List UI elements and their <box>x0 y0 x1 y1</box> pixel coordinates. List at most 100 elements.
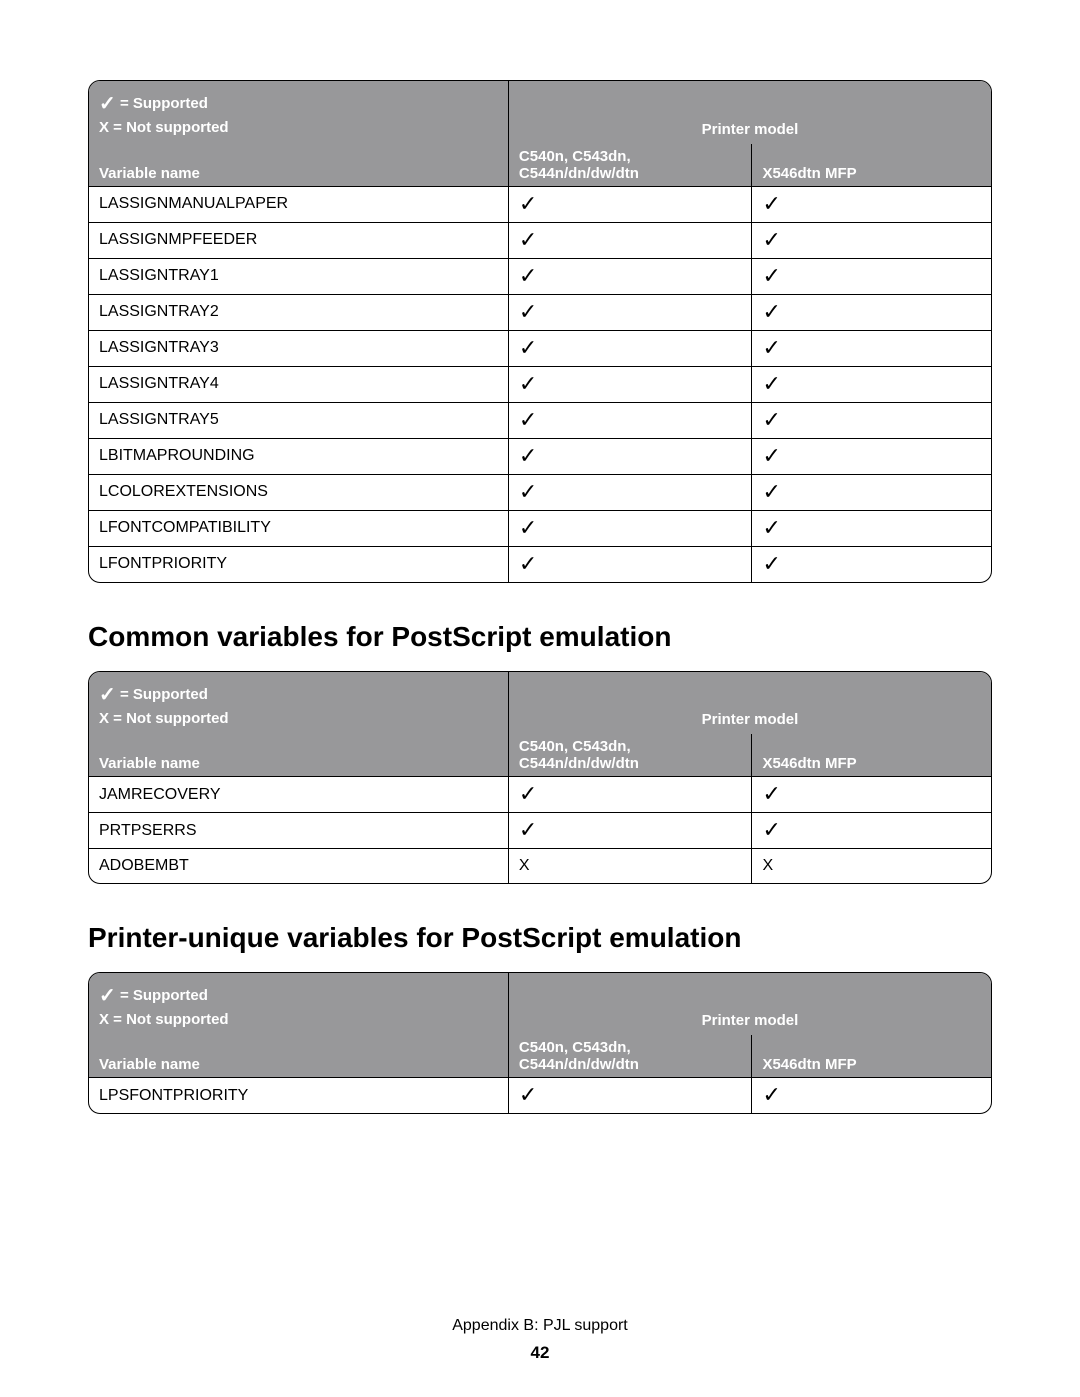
table-header-row: Variable name C540n, C543dn, C544n/dn/dw… <box>89 734 991 777</box>
model1-support-cell: ✓ <box>508 294 752 330</box>
legend-cell: ✓ = Supported X = Not supported <box>89 973 508 1036</box>
model1-support-cell: ✓ <box>508 258 752 294</box>
model2-header: X546dtn MFP <box>752 144 991 187</box>
variable-name-cell: LCOLOREXTENSIONS <box>89 474 508 510</box>
table-row: LASSIGNTRAY5✓✓ <box>89 402 991 438</box>
variable-name-cell: LASSIGNMANUALPAPER <box>89 186 508 222</box>
model1-support-cell: ✓ <box>508 546 752 582</box>
legend-not-supported: X = Not supported <box>99 1009 498 1032</box>
page-number: 42 <box>0 1343 1080 1363</box>
model2-header: X546dtn MFP <box>752 1035 991 1078</box>
page-content: ✓ = Supported X = Not supported Printer … <box>0 0 1080 1114</box>
variable-name-cell: LBITMAPROUNDING <box>89 438 508 474</box>
variable-name-cell: LFONTPRIORITY <box>89 546 508 582</box>
model2-header: X546dtn MFP <box>752 734 991 777</box>
model1-support-cell: ✓ <box>508 510 752 546</box>
model2-support-cell: ✓ <box>752 474 991 510</box>
model2-support-cell: ✓ <box>752 510 991 546</box>
table-row: ADOBEMBTXX <box>89 849 991 883</box>
check-icon: ✓ <box>99 985 116 1007</box>
variable-name-cell: PRTPSERRS <box>89 813 508 849</box>
support-table-2: ✓ = Supported X = Not supported Printer … <box>88 671 992 884</box>
blank-header <box>752 672 991 686</box>
model2-support-cell: ✓ <box>752 366 991 402</box>
model1-support-cell: ✓ <box>508 402 752 438</box>
table-row: LBITMAPROUNDING✓✓ <box>89 438 991 474</box>
support-table-1: ✓ = Supported X = Not supported Printer … <box>88 80 992 583</box>
section-heading-common: Common variables for PostScript emulatio… <box>88 621 992 653</box>
table-row: LASSIGNTRAY1✓✓ <box>89 258 991 294</box>
variable-name-header: Variable name <box>89 734 508 777</box>
variable-name-cell: LASSIGNTRAY5 <box>89 402 508 438</box>
model1-support-cell: ✓ <box>508 438 752 474</box>
table-header-row: Variable name C540n, C543dn, C544n/dn/dw… <box>89 144 991 187</box>
table-row: LASSIGNMPFEEDER✓✓ <box>89 222 991 258</box>
section-heading-unique: Printer-unique variables for PostScript … <box>88 922 992 954</box>
blank-header <box>508 81 752 95</box>
model2-support-cell: ✓ <box>752 402 991 438</box>
table-row: LASSIGNTRAY2✓✓ <box>89 294 991 330</box>
table-row: LCOLOREXTENSIONS✓✓ <box>89 474 991 510</box>
model2-support-cell: ✓ <box>752 294 991 330</box>
printer-model-header: Printer model <box>508 986 991 1035</box>
table-row: LASSIGNMANUALPAPER✓✓ <box>89 186 991 222</box>
table-row: PRTPSERRS✓✓ <box>89 813 991 849</box>
legend-supported-text: = Supported <box>120 686 208 703</box>
table-row: LASSIGNTRAY3✓✓ <box>89 330 991 366</box>
variable-name-cell: LASSIGNTRAY3 <box>89 330 508 366</box>
variable-name-cell: LPSFONTPRIORITY <box>89 1078 508 1114</box>
table-header-row: ✓ = Supported X = Not supported <box>89 81 991 95</box>
support-table-3: ✓ = Supported X = Not supported Printer … <box>88 972 992 1115</box>
table-body: LPSFONTPRIORITY✓✓ <box>89 1078 991 1114</box>
variable-name-cell: LFONTCOMPATIBILITY <box>89 510 508 546</box>
model2-support-cell: ✓ <box>752 777 991 813</box>
model2-support-cell: ✓ <box>752 258 991 294</box>
variable-name-cell: LASSIGNTRAY2 <box>89 294 508 330</box>
variable-name-cell: LASSIGNTRAY4 <box>89 366 508 402</box>
legend-supported: ✓ = Supported <box>99 979 498 1009</box>
variable-name-header: Variable name <box>89 144 508 187</box>
table-row: JAMRECOVERY✓✓ <box>89 777 991 813</box>
table-header-row: ✓ = Supported X = Not supported <box>89 973 991 987</box>
model1-support-cell: ✓ <box>508 186 752 222</box>
legend-not-supported: X = Not supported <box>99 708 498 731</box>
variable-name-cell: JAMRECOVERY <box>89 777 508 813</box>
blank-header <box>752 973 991 987</box>
check-icon: ✓ <box>99 93 116 115</box>
table-header-row: ✓ = Supported X = Not supported <box>89 672 991 686</box>
legend-supported: ✓ = Supported <box>99 678 498 708</box>
variable-name-header: Variable name <box>89 1035 508 1078</box>
legend-not-supported: X = Not supported <box>99 117 498 140</box>
model2-support-cell: ✓ <box>752 813 991 849</box>
model2-support-cell: ✓ <box>752 330 991 366</box>
blank-header <box>508 672 752 686</box>
table-header-row: Variable name C540n, C543dn, C544n/dn/dw… <box>89 1035 991 1078</box>
blank-header <box>508 973 752 987</box>
model1-header: C540n, C543dn, C544n/dn/dw/dtn <box>508 1035 752 1078</box>
printer-model-header: Printer model <box>508 685 991 734</box>
model1-header: C540n, C543dn, C544n/dn/dw/dtn <box>508 144 752 187</box>
table-row: LFONTPRIORITY✓✓ <box>89 546 991 582</box>
legend-supported-text: = Supported <box>120 987 208 1004</box>
model1-support-cell: ✓ <box>508 222 752 258</box>
variable-name-cell: LASSIGNTRAY1 <box>89 258 508 294</box>
legend-cell: ✓ = Supported X = Not supported <box>89 81 508 144</box>
model1-support-cell: ✓ <box>508 813 752 849</box>
model1-support-cell: ✓ <box>508 366 752 402</box>
model2-support-cell: ✓ <box>752 1078 991 1114</box>
model2-support-cell: ✓ <box>752 186 991 222</box>
table-body: JAMRECOVERY✓✓PRTPSERRS✓✓ADOBEMBTXX <box>89 777 991 883</box>
model1-support-cell: ✓ <box>508 474 752 510</box>
printer-model-header: Printer model <box>508 95 991 144</box>
model2-support-cell: ✓ <box>752 546 991 582</box>
model2-support-cell: X <box>752 849 991 883</box>
footer-text: Appendix B: PJL support <box>0 1317 1080 1335</box>
model2-support-cell: ✓ <box>752 438 991 474</box>
check-icon: ✓ <box>99 684 116 706</box>
table-row: LASSIGNTRAY4✓✓ <box>89 366 991 402</box>
model1-support-cell: ✓ <box>508 330 752 366</box>
legend-supported-text: = Supported <box>120 95 208 112</box>
variable-name-cell: ADOBEMBT <box>89 849 508 883</box>
model1-support-cell: ✓ <box>508 777 752 813</box>
variable-name-cell: LASSIGNMPFEEDER <box>89 222 508 258</box>
